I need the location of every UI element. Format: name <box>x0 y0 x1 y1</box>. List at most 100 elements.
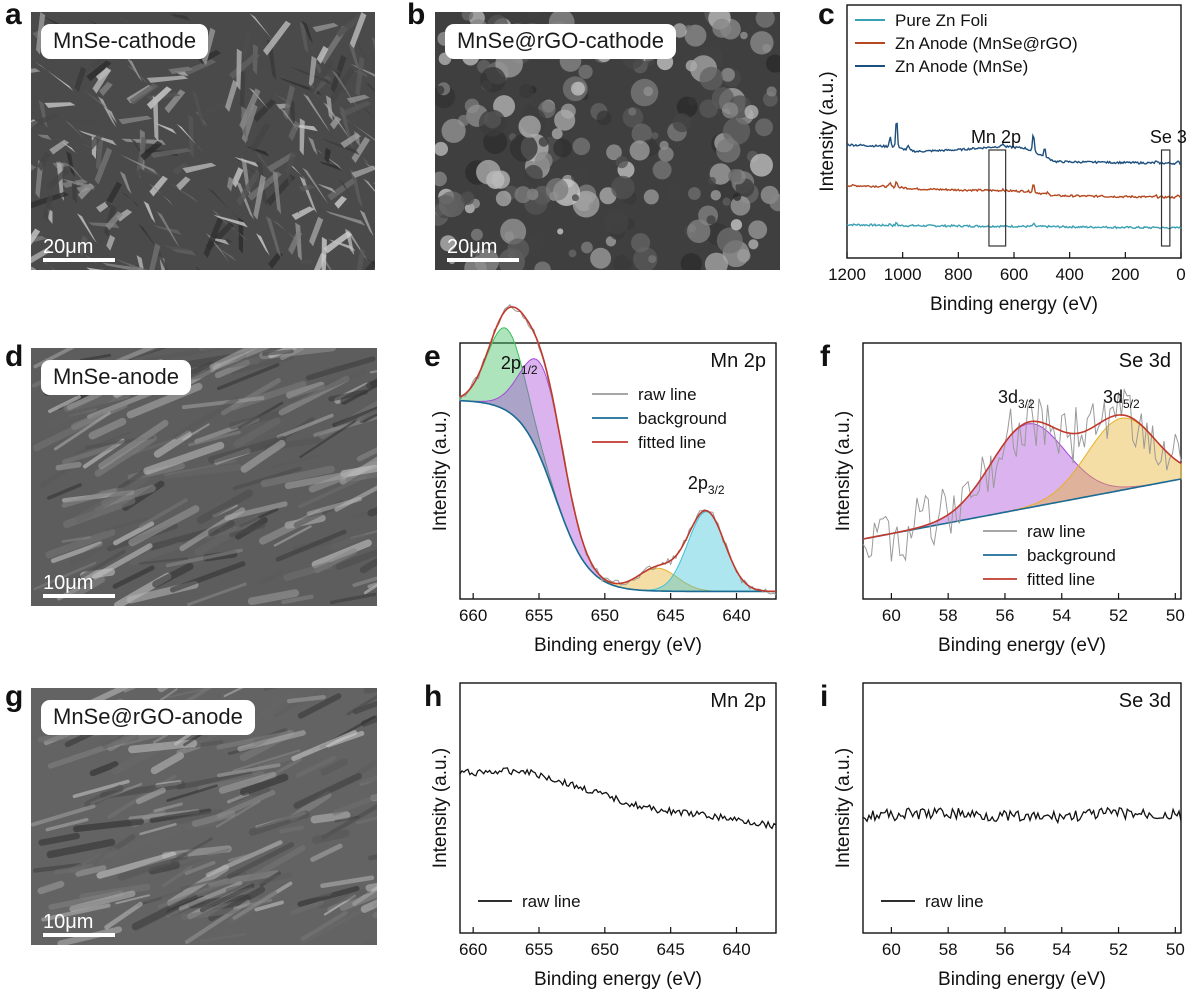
sem-ridge <box>276 413 334 439</box>
sem-grain <box>762 43 772 53</box>
sem-ridge <box>297 693 342 719</box>
sem-ridge <box>181 396 265 410</box>
sem-ridge <box>72 575 105 598</box>
sem-flake <box>195 266 201 270</box>
x-tick-label: 56 <box>996 606 1015 625</box>
sem-flake <box>127 58 143 83</box>
sem-flake <box>363 178 375 192</box>
sem-grain <box>628 107 637 116</box>
sem-ridge <box>165 548 243 568</box>
sem-flake <box>249 13 275 43</box>
sem-flake <box>99 81 113 96</box>
sem-ridge <box>157 879 231 909</box>
sem-ridge <box>41 903 111 922</box>
sem-flake <box>284 150 297 176</box>
y-axis-label: Intensity (a.u.) <box>817 71 838 191</box>
raw-line <box>862 387 1182 562</box>
sem-ridge <box>232 466 302 491</box>
sem-grain <box>712 18 732 38</box>
sem-ridge <box>359 557 377 574</box>
sem-ridge <box>356 757 377 776</box>
sem-ridge <box>85 732 111 750</box>
legend-label: raw line <box>638 385 697 404</box>
sem-flake <box>279 107 299 132</box>
sem-grain <box>699 99 718 118</box>
sem-flake <box>227 176 234 192</box>
sem-ridge <box>254 900 284 912</box>
sem-flake <box>153 122 177 135</box>
sem-texture <box>31 688 377 945</box>
sem-ridge <box>173 396 239 440</box>
sem-flake <box>66 150 75 177</box>
sem-grain <box>685 24 692 32</box>
scale-bar-label: 10μm <box>43 572 94 594</box>
sem-ridge <box>170 837 214 864</box>
sem-flake <box>95 134 104 172</box>
x-tick-label: 0 <box>1176 265 1185 284</box>
sem-flake <box>136 136 147 179</box>
sem-ridge <box>112 565 155 589</box>
x-tick-label: 640 <box>722 940 750 959</box>
x-tick-label: 645 <box>656 606 684 625</box>
sem-flake <box>253 174 266 220</box>
panel-label-e: e <box>424 340 441 373</box>
background-line <box>459 399 776 593</box>
sem-flake <box>356 247 366 270</box>
sem-grain <box>461 12 474 21</box>
sem-texture <box>31 12 375 270</box>
sem-grain <box>722 117 751 145</box>
x-tick-label: 645 <box>656 940 684 959</box>
sem-ridge <box>367 506 377 517</box>
sem-ridge <box>260 465 335 488</box>
se3d-raw-chart: 60 58 56 54 52 50 Binding energy (eV) Intensity… <box>833 682 1185 990</box>
legend-label: Zn Anode (MnSe) <box>895 57 1028 76</box>
sem-ridge <box>164 463 242 479</box>
x-axis-label: Binding energy (eV) <box>938 635 1106 656</box>
sem-grain <box>766 86 777 97</box>
sem-ridge <box>356 408 377 422</box>
sem-grain <box>687 97 697 106</box>
chart-title: Mn 2p <box>710 350 766 372</box>
sem-flake <box>140 140 163 161</box>
sem-flake <box>303 93 331 133</box>
sem-ridge <box>75 474 150 523</box>
sem-flake <box>129 83 159 105</box>
peak-label: 3d3/2 <box>998 387 1035 411</box>
scale-bar-label: 20μm <box>43 236 94 258</box>
sem-flake <box>149 243 161 270</box>
sem-grain <box>578 64 593 79</box>
sem-grain <box>534 261 551 270</box>
sem-flake <box>327 178 357 201</box>
sem-ridge <box>169 561 246 593</box>
mn2p-raw-chart: 660 655 650 645 640 Binding energy (eV) Intens… <box>430 682 777 990</box>
sem-ridge <box>321 803 377 840</box>
sem-ridge <box>360 715 377 727</box>
sem-ridge <box>332 406 377 428</box>
sem-ridge <box>176 771 254 790</box>
sem-ridge <box>345 472 377 483</box>
sem-flake <box>98 96 117 128</box>
sem-flake <box>43 194 54 222</box>
sem-grain <box>571 194 579 202</box>
x-tick-label: 650 <box>591 940 619 959</box>
panel-label-d: d <box>5 340 24 373</box>
sem-grain <box>568 249 577 258</box>
sem-ridge <box>233 417 281 448</box>
sem-flake <box>31 266 37 270</box>
sem-flake <box>142 169 163 179</box>
sem-ridge <box>152 562 194 588</box>
scale-bar: 10μm <box>43 573 115 598</box>
sem-flake <box>149 148 192 158</box>
sem-grain <box>740 31 748 40</box>
sem-ridge <box>166 784 218 802</box>
sem-ridge <box>80 568 116 580</box>
peak-label: 2p1/2 <box>501 353 538 377</box>
sem-flake <box>365 82 375 93</box>
sem-ridge <box>101 732 140 749</box>
sem-flake <box>31 164 37 171</box>
sem-ridge <box>129 541 183 566</box>
sem-ridge <box>205 840 283 878</box>
sem-flake <box>329 116 342 130</box>
sem-ridge <box>164 459 237 477</box>
sem-grain <box>748 220 768 240</box>
